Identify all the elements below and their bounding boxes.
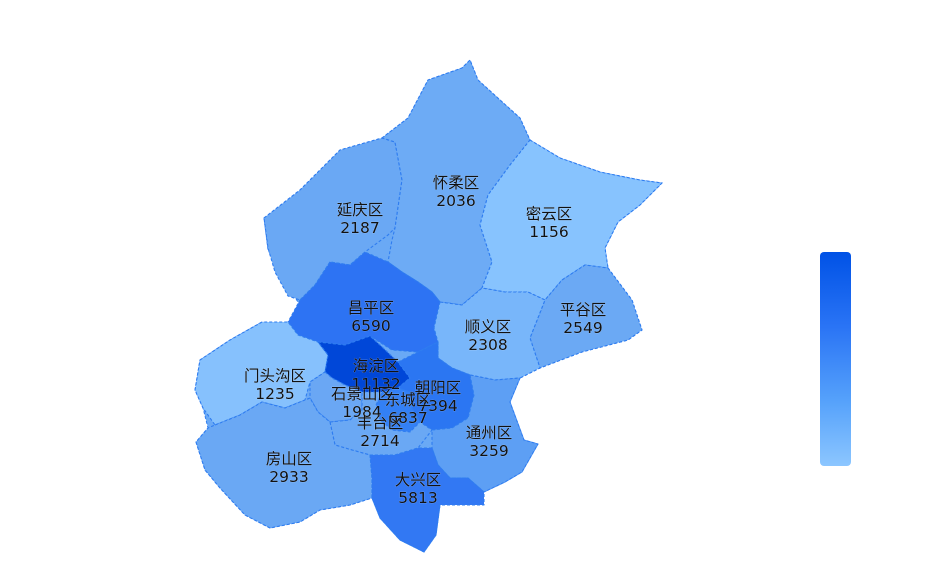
label-mentougou-value: 1235 [255,385,294,403]
label-shijingshan-name: 石景山区 [331,385,393,403]
label-mentougou-name: 门头沟区 [244,367,306,385]
label-dongcheng-value: 6837 [388,409,427,427]
label-shunyi-value: 2308 [468,336,507,354]
district-fengtai[interactable] [329,391,433,456]
label-fangshan-value: 2933 [269,468,308,486]
label-tongzhou-value: 3259 [469,442,508,460]
label-changping-value: 6590 [351,317,390,335]
label-fangshan-name: 房山区 [266,450,313,468]
label-haidian-value: 11132 [351,375,400,393]
district-shunyi[interactable] [433,287,546,381]
label-haidian-name: 海淀区 [353,357,400,375]
label-huairou-value: 2036 [436,192,475,210]
district-huairou[interactable] [381,59,531,306]
label-miyun-name: 密云区 [526,205,573,223]
label-fengtai-name: 丰台区 [357,414,404,432]
label-daxing-value: 5813 [398,489,437,507]
label-chaoyang-value: 7394 [418,397,457,415]
label-huairou-name: 怀柔区 [433,174,480,192]
district-mentougou[interactable] [194,321,329,426]
label-chaoyang-name: 朝阳区 [415,379,462,397]
label-pinggu-value: 2549 [563,319,602,337]
label-miyun-value: 1156 [529,223,568,241]
label-fengtai-value: 2714 [360,432,399,450]
district-changping[interactable] [287,251,441,353]
district-labels: 延庆区 2187 怀柔区 2036 密云区 1156 平谷区 2549 昌平区 … [244,174,607,508]
district-daxing[interactable] [369,447,485,553]
label-tongzhou-name: 通州区 [466,424,513,442]
label-changping-name: 昌平区 [348,299,395,317]
label-daxing-name: 大兴区 [395,471,442,489]
label-yanqing-name: 延庆区 [337,201,384,219]
label-dongcheng-name: 东城区 [385,391,432,409]
label-shunyi-name: 顺义区 [465,318,512,336]
label-yanqing-value: 2187 [340,219,379,237]
label-shijingshan-value: 1984 [342,403,381,421]
label-pinggu-name: 平谷区 [560,301,607,319]
visual-map-gradient-bar[interactable] [820,252,851,466]
